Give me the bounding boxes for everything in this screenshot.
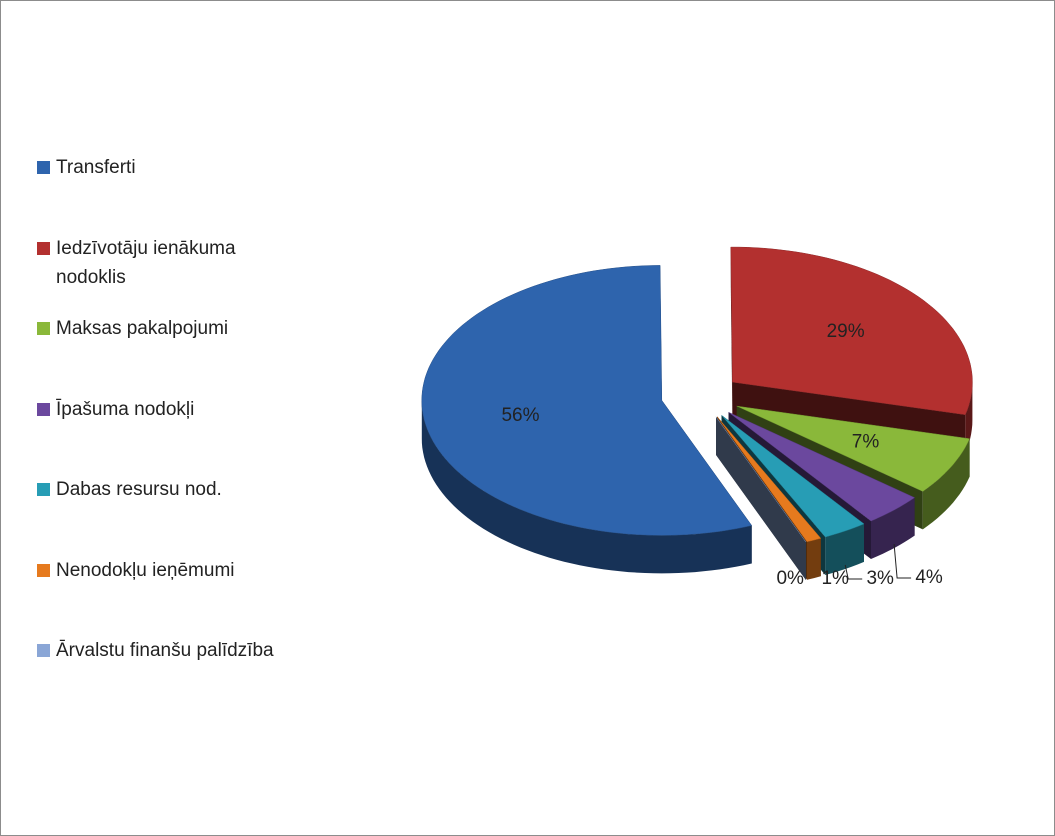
legend-swatch — [37, 563, 50, 577]
legend-label: Īpašuma nodokļi — [56, 398, 195, 420]
slice-side — [825, 523, 864, 575]
legend-swatch — [37, 644, 50, 657]
legend-label: Dabas resursu nod. — [56, 479, 222, 500]
slice — [728, 412, 916, 522]
legend-swatch — [37, 161, 50, 174]
legend-swatch — [37, 322, 50, 335]
data-label: 7% — [852, 431, 880, 452]
slice — [421, 265, 753, 536]
legend-swatch — [37, 241, 50, 255]
slice-side — [807, 538, 821, 580]
leader-line — [893, 544, 912, 579]
legend-item: Dabas resursu nod. — [37, 475, 307, 504]
slice — [721, 415, 865, 538]
slice — [730, 246, 973, 415]
slice-side — [965, 382, 973, 453]
slice-side — [871, 497, 915, 559]
legend-label: Nenodokļu ieņēmumi — [56, 559, 235, 581]
data-label: 29% — [827, 321, 865, 342]
legend-swatch — [37, 402, 50, 416]
leader-line — [844, 564, 863, 580]
slice — [716, 416, 822, 543]
legend-label: Transferti — [56, 157, 136, 178]
legend-label: Ārvalstu finanšu palīdzība — [56, 640, 274, 661]
data-label: 0% — [776, 568, 804, 589]
slice — [715, 416, 807, 543]
legend-item: Nenodokļu ieņēmumi — [37, 556, 307, 585]
data-label: 3% — [866, 568, 894, 589]
legend-swatch — [37, 483, 50, 496]
slice — [736, 405, 970, 492]
legend-item: Iedzīvotāju ienākuma nodoklis — [37, 234, 307, 292]
data-label: 56% — [501, 405, 539, 426]
legend-label: Maksas pakalpojumi — [56, 318, 229, 339]
legend-item: Īpašuma nodokļi — [37, 395, 307, 424]
slice-edge — [716, 416, 806, 580]
slice-side — [922, 438, 970, 530]
data-label: 4% — [915, 567, 943, 588]
slice-side — [421, 400, 752, 574]
legend-item: Maksas pakalpojumi — [37, 314, 307, 343]
legend-item: Transferti — [37, 153, 307, 182]
legend-label: Iedzīvotāju ienākuma nodoklis — [56, 237, 236, 288]
data-label: 1% — [821, 568, 849, 589]
legend-item: Ārvalstu finanšu palīdzība — [37, 636, 307, 665]
